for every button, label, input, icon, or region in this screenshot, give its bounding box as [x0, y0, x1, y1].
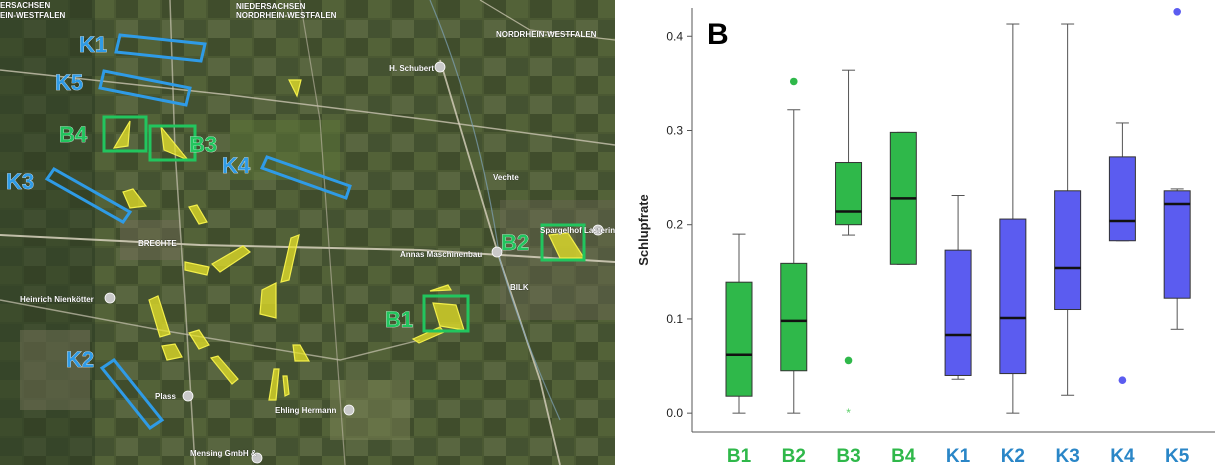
outlier-point: [1118, 376, 1127, 384]
x-tick-label: K1: [946, 446, 971, 465]
map-place-label: BILK: [510, 283, 529, 292]
x-tick-label: B3: [836, 446, 860, 465]
x-tick-label: B2: [782, 446, 806, 465]
site-label-b3: B3: [189, 132, 217, 157]
map-place-label: NORDRHEIN-WESTFALEN: [236, 11, 337, 20]
b3-outline: [148, 124, 197, 162]
b2-outline: [540, 223, 586, 262]
box-k3: [1054, 23, 1082, 396]
x-tick-label: K5: [1165, 446, 1190, 465]
site-label-k4: K4: [222, 153, 251, 178]
k3-outline: [44, 167, 133, 224]
outlier-point: [844, 356, 853, 365]
boxplot-chart: B Schlupfrate 0.0 0.1 0.2 0.3 0.4 * B1 B2 B3 B4…: [636, 7, 1215, 467]
box-iqr: [725, 281, 753, 397]
x-tick-label: K2: [1001, 446, 1025, 465]
y-tick-label: 0.0: [666, 406, 683, 420]
map-place-label: BRECHTE: [138, 239, 177, 248]
box-b2: [780, 77, 808, 414]
map-place-label: EIN-WESTFALEN: [0, 11, 66, 20]
panel-letter: B: [707, 18, 729, 51]
box-iqr: [1054, 190, 1082, 311]
outlier-point: [789, 77, 798, 86]
site-label-k2: K2: [66, 347, 94, 372]
box-iqr: [835, 162, 863, 226]
box-k5: [1163, 7, 1191, 330]
map-place-label: Heinrich Nienkötter: [20, 295, 94, 304]
site-label-b4: B4: [59, 122, 88, 147]
map-place-label: NIEDERSACHSEN: [236, 2, 306, 11]
map-svg: NIEDERSACHSENNORDRHEIN-WESTFALENNORDRHEI…: [0, 0, 615, 465]
x-tick-label: B1: [727, 446, 752, 465]
box-iqr: [944, 249, 972, 376]
x-tick-label: K4: [1110, 446, 1135, 465]
map-place-label: ERSACHSEN: [0, 1, 50, 10]
k2-outline: [99, 357, 165, 431]
box-iqr: [780, 262, 808, 372]
y-axis-label: Schlupfrate: [636, 194, 651, 266]
box-b4: [889, 131, 917, 265]
map-place-label: Spargelhof Lastering: [540, 226, 615, 235]
box-k4: [1108, 122, 1136, 384]
site-outlines: [44, 33, 586, 431]
outlier-point: [1173, 7, 1181, 16]
box-b1: [725, 233, 753, 414]
site-label-k5: K5: [55, 70, 83, 95]
map-place-label: Annas Maschinenbau: [400, 250, 482, 259]
y-tick-label: 0.3: [666, 123, 683, 137]
box-iqr: [1163, 190, 1191, 299]
map-place-label: NORDRHEIN-WESTFALEN: [496, 30, 597, 39]
map-place-label: Mensing GmbH &: [190, 449, 257, 458]
satellite-map: NIEDERSACHSEN NORDRHEIN-WESTFALEN NORDRHEI…: [0, 0, 615, 465]
box-k2: [999, 23, 1027, 414]
k5-outline: [98, 69, 192, 107]
y-tick-label: 0.1: [666, 312, 683, 326]
site-label-b2: B2: [501, 230, 529, 255]
b4-outline: [102, 115, 148, 153]
site-label-b1: B1: [385, 307, 413, 332]
x-tick-label: B4: [891, 446, 916, 465]
yellow-study-plots: [112, 79, 586, 401]
map-place-label: Vechte: [493, 173, 519, 182]
map-place-label: H. Schubert: [389, 64, 434, 73]
x-tick-label: K3: [1055, 446, 1079, 465]
k1-outline: [114, 33, 207, 63]
map-place-label: Ehling Hermann: [275, 406, 336, 415]
box-b3: *: [835, 69, 863, 420]
boxplot-panel: B Schlupfrate 0.0 0.1 0.2 0.3 0.4 * B1 B2 B3 B4…: [615, 0, 1224, 467]
site-label-k3: K3: [6, 169, 34, 194]
site-label-k1: K1: [79, 32, 107, 57]
k4-outline: [259, 155, 352, 200]
y-tick-label: 0.4: [666, 29, 683, 43]
box-k1: [944, 195, 972, 380]
box-iqr: [999, 218, 1027, 375]
b1-outline: [422, 294, 470, 333]
y-tick-label: 0.2: [666, 218, 683, 232]
map-pins: [104, 61, 604, 464]
extreme-point: *: [846, 406, 851, 420]
box-iqr: [1108, 156, 1136, 242]
map-place-label: Plass: [155, 392, 176, 401]
